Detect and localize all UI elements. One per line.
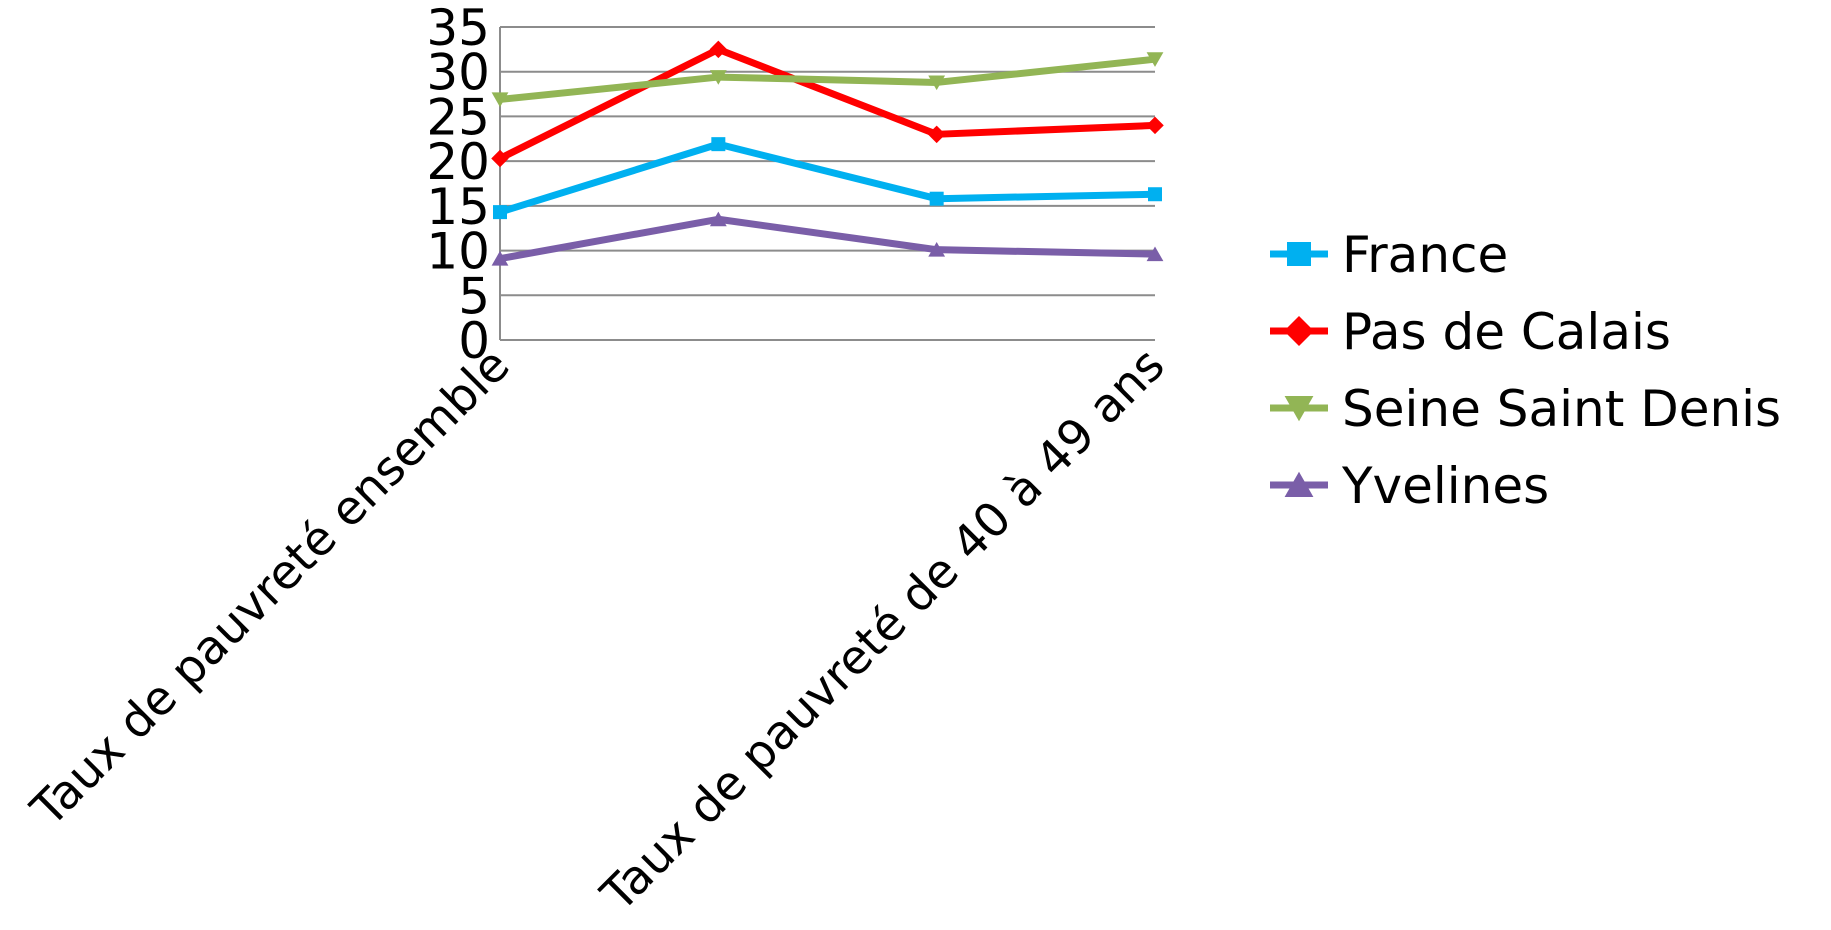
legend-label: Seine Saint Denis [1342,380,1781,438]
data-point [928,75,946,91]
series-seine-saint-denis [491,52,1164,108]
legend-item: France [1270,226,1508,284]
series-pas-de-calais [491,40,1164,168]
legend-marker [1284,471,1314,497]
x-tick-label: Taux de pauvreté ensemble [20,338,520,838]
series-line [498,140,1156,216]
series-line [499,215,1156,263]
legend-item: Seine Saint Denis [1270,380,1781,438]
y-tick-label: 20 [426,133,490,191]
data-point [927,125,946,144]
series-line [499,55,1156,103]
axes [499,27,1155,341]
data-point [1148,187,1162,202]
data-point [709,40,728,59]
data-point [1146,116,1164,135]
x-tick-label: Taux de pauvreté de 40 à 49 ans [590,338,1175,923]
legend-marker [1287,242,1311,266]
data-point [929,191,944,206]
legend-marker [1284,316,1314,346]
data-point [928,241,946,257]
data-point [1146,246,1164,262]
legend-item: Yvelines [1270,457,1549,515]
y-tick-label: 5 [458,267,490,325]
data-point [711,137,726,152]
data-point [1146,52,1164,67]
legend-label: France [1342,226,1508,284]
data-point [491,250,509,266]
y-tick-label: 0 [458,312,490,370]
series-yvelines [491,211,1164,266]
series [491,40,1164,266]
legend-item: Pas de Calais [1270,303,1671,361]
legend: France Pas de Calais Seine Saint Denis Yvel… [1270,226,1781,515]
x-tick-labels: Taux de pauvreté ensemble Taux de pauvret… [20,338,1175,923]
y-tick-label: 15 [426,178,490,236]
data-point [491,149,509,168]
y-tick-label: 10 [426,223,490,281]
data-point [491,92,509,108]
series-line [498,45,1156,162]
data-point [709,211,727,227]
legend-label: Yvelines [1341,457,1549,515]
legend-label: Pas de Calais [1342,303,1671,361]
series-france [493,137,1162,220]
y-tick-label: 35 [426,0,490,57]
data-point [709,70,727,85]
y-tick-label: 25 [426,88,490,146]
data-point [493,205,507,220]
y-tick-label: 30 [426,44,490,102]
gridlines [500,26,1155,297]
legend-marker [1284,396,1314,422]
